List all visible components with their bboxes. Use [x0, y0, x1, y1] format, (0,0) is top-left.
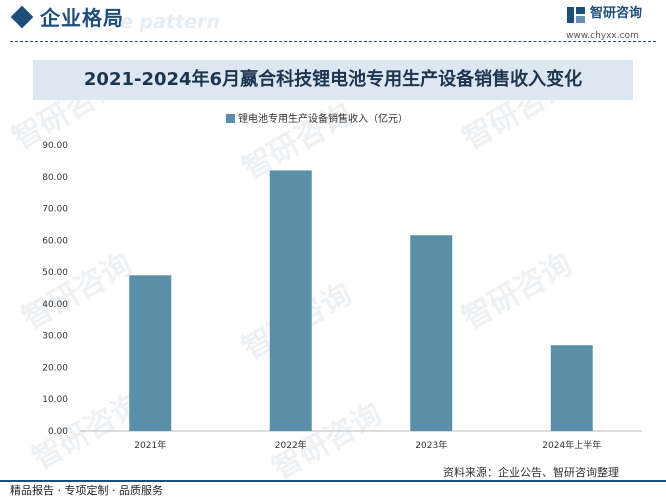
source-note: 资料来源：企业公告、智研咨询整理 [443, 466, 619, 479]
y-tick-label: 80.00 [42, 173, 68, 183]
chart-title-band [33, 60, 633, 100]
y-tick-label: 90.00 [42, 141, 68, 151]
brand-logo-icon [567, 7, 585, 23]
y-tick-label: 70.00 [42, 205, 68, 215]
x-tick-label: 2024年上半年 [542, 439, 601, 451]
bar [410, 235, 453, 431]
y-tick-label: 40.00 [42, 300, 68, 310]
y-tick-label: 60.00 [42, 236, 68, 246]
section-title: 企业格局 [40, 6, 124, 30]
bar [550, 345, 593, 431]
y-tick-label: 30.00 [42, 332, 68, 342]
footer-slogan: 精品报告 · 专项定制 · 品质服务 [10, 484, 163, 497]
y-tick-label: 0.00 [48, 427, 68, 437]
y-tick-label: 20.00 [42, 363, 68, 373]
x-tick-label: 2022年 [275, 439, 307, 451]
x-tick-label: 2023年 [415, 439, 447, 451]
footer-divider [0, 480, 666, 482]
header-watermark-text: e pattern [120, 11, 220, 33]
brand-url: www.chyxx.com [566, 31, 639, 41]
chart-title: 2021-2024年6月嬴合科技锂电池专用生产设备销售收入变化 [83, 69, 583, 90]
chart-legend: 锂电池专用生产设备销售收入（亿元） [226, 112, 408, 125]
header-divider [10, 41, 656, 42]
x-tick-label: 2021年 [134, 439, 166, 451]
legend-label: 锂电池专用生产设备销售收入（亿元） [238, 112, 408, 125]
bar [129, 275, 172, 431]
brand-name: 智研咨询 [590, 6, 643, 21]
y-tick-label: 50.00 [42, 268, 68, 278]
bar-chart: 锂电池专用生产设备销售收入（亿元） 0.00 10.00 20.00 30.00 40.… [42, 112, 642, 451]
legend-swatch [226, 114, 235, 123]
y-tick-label: 10.00 [42, 395, 68, 405]
bar [269, 170, 312, 431]
